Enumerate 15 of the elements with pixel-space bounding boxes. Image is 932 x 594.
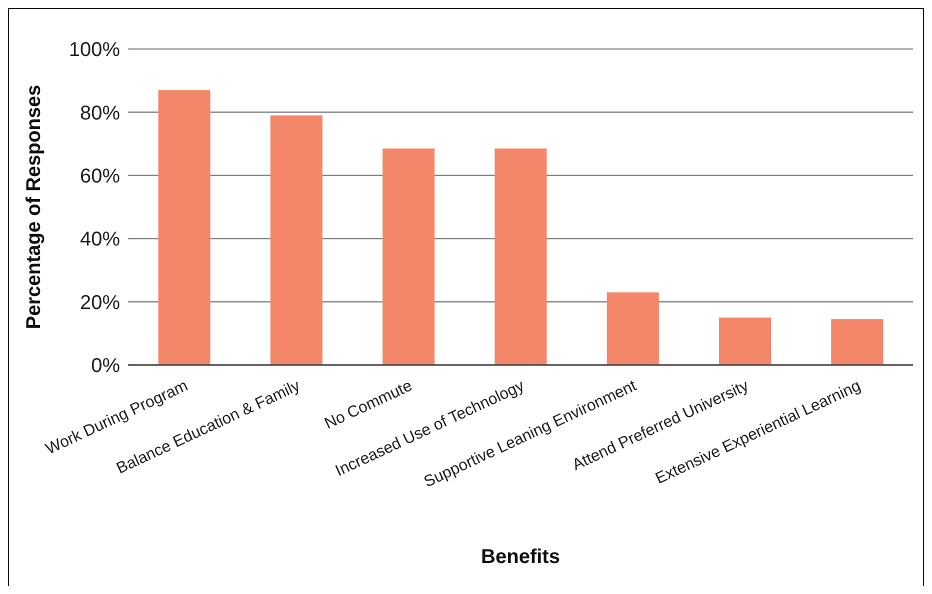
y-tick-label: 0% — [91, 355, 120, 378]
y-tick-label: 100% — [68, 39, 120, 62]
y-tick-label: 20% — [80, 292, 120, 314]
bar — [158, 90, 210, 365]
y-tick-label: 80% — [80, 102, 120, 124]
bar — [382, 148, 435, 365]
y-tick-label: 40% — [80, 228, 120, 251]
bar — [494, 148, 547, 365]
bar — [718, 318, 771, 365]
bar — [606, 292, 659, 365]
y-axis-title: Percentage of Responses — [23, 84, 46, 330]
y-tick-label: 60% — [80, 166, 120, 188]
bar — [831, 319, 884, 365]
bar — [270, 115, 322, 365]
x-axis-title: Benefits — [481, 546, 560, 568]
